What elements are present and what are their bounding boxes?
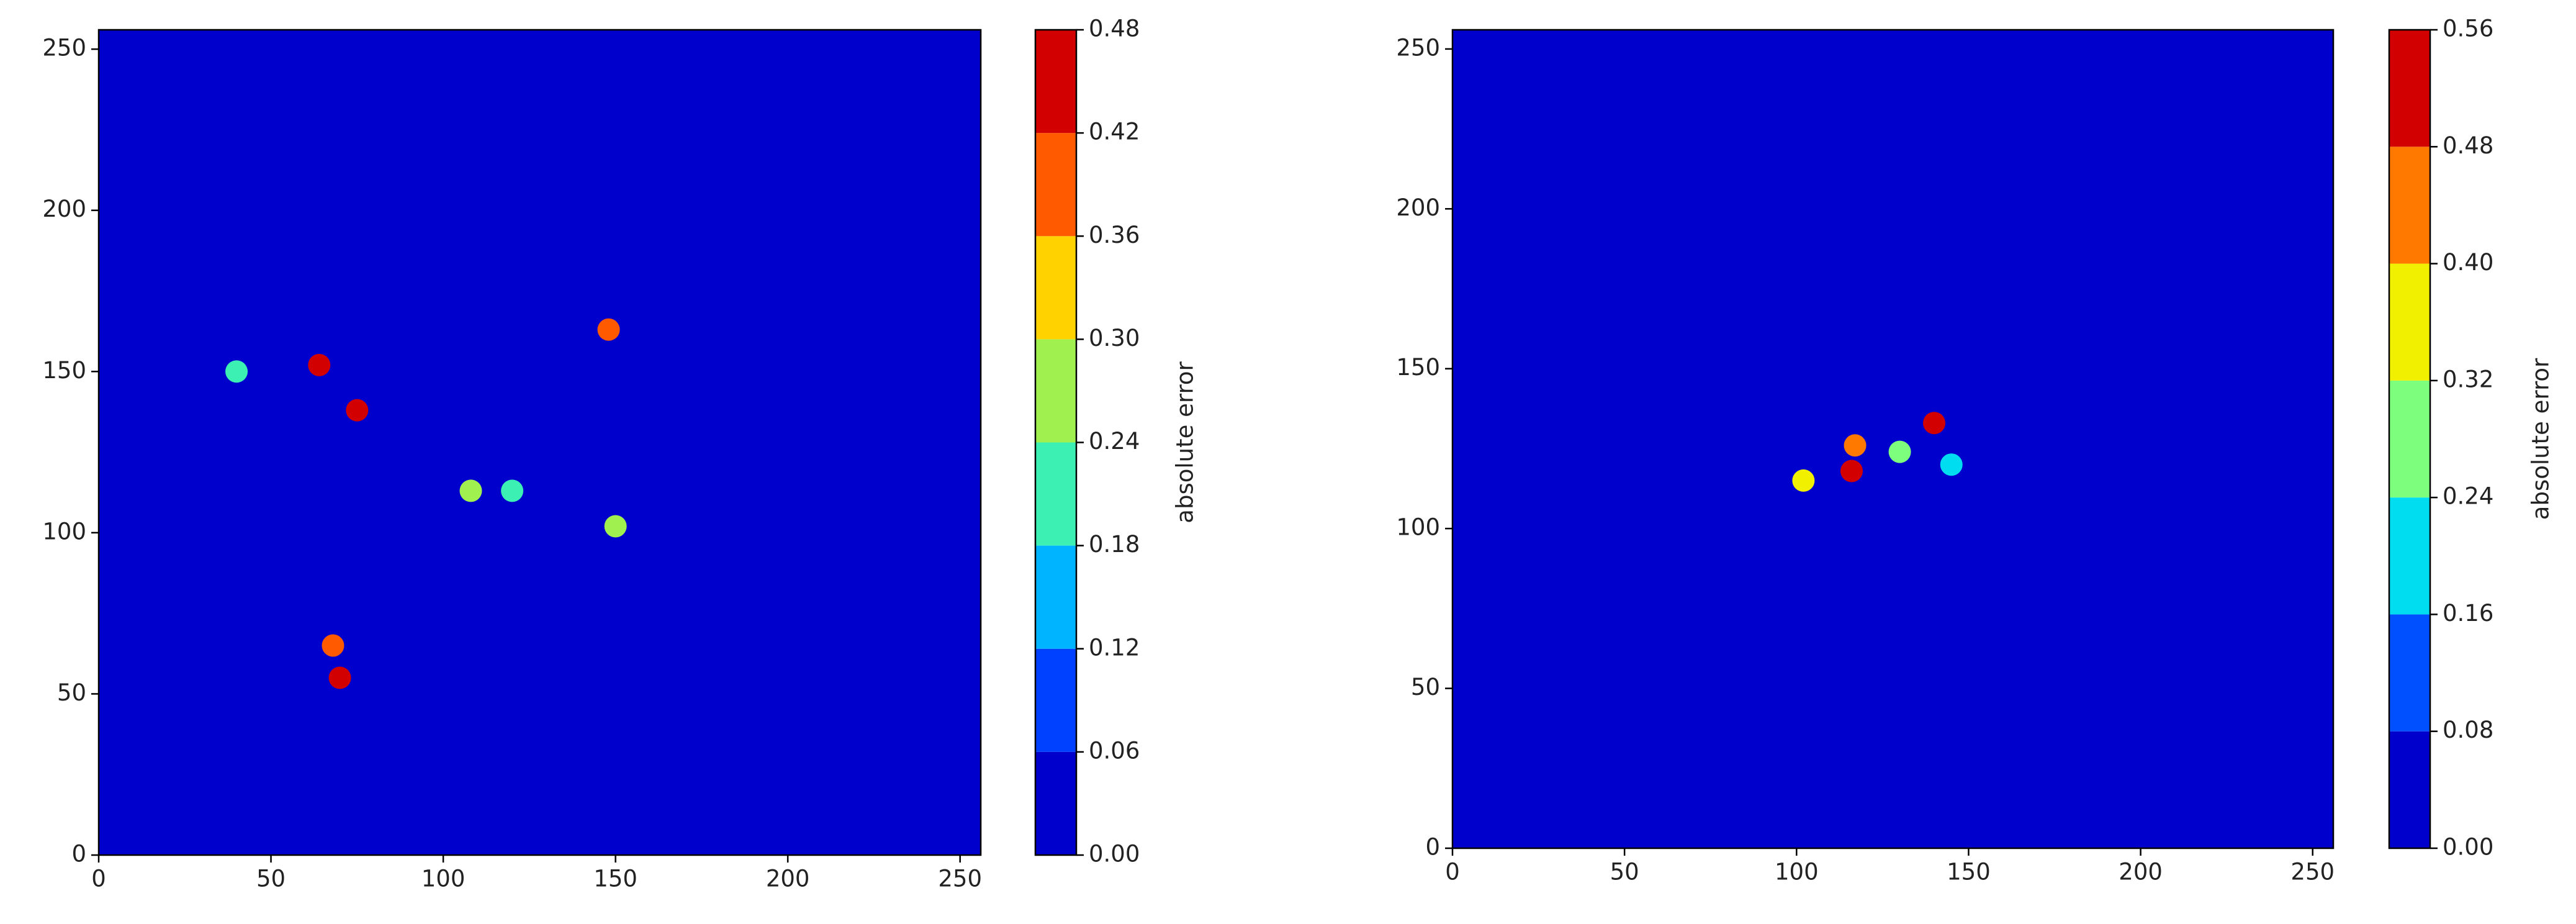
hotspot	[225, 360, 248, 383]
colorbar-segment	[1035, 339, 1076, 443]
colorbar-tick-label: 0.32	[2443, 366, 2493, 392]
x-tick-label: 50	[1610, 859, 1639, 886]
colorbar-tick-label: 0.36	[1089, 222, 1140, 248]
hotspot	[346, 399, 369, 422]
heatmap-background	[99, 30, 981, 855]
hotspot	[597, 318, 620, 341]
hotspot	[308, 353, 331, 376]
hotspot	[1923, 412, 1946, 435]
colorbar-segment	[2389, 497, 2430, 615]
hotspot	[1792, 469, 1815, 492]
colorbar-segment	[1035, 236, 1076, 340]
colorbar-segment	[1035, 751, 1076, 855]
x-tick-label: 50	[256, 866, 286, 892]
y-tick-label: 250	[42, 35, 86, 61]
x-tick-label: 200	[2119, 859, 2163, 886]
colorbar-segment	[1035, 545, 1076, 649]
y-tick-label: 200	[1396, 194, 1440, 221]
y-tick-label: 50	[1411, 674, 1440, 700]
hotspot	[1940, 453, 1963, 476]
colorbar-frame	[2388, 29, 2431, 849]
x-tick-label: 0	[91, 866, 106, 892]
colorbar-tick-label: 0.40	[2443, 249, 2493, 276]
x-tick-label: 0	[1445, 859, 1460, 886]
colorbar-label: absolute error	[1172, 361, 1199, 523]
colorbar-segment	[2389, 614, 2430, 732]
colorbar-tick-label: 0.30	[1089, 325, 1140, 351]
colorbar-tick-label: 0.18	[1089, 531, 1140, 558]
hotspot	[1840, 460, 1863, 482]
colorbar-label: absolute error	[2528, 358, 2554, 520]
colorbar-segment	[2389, 380, 2430, 498]
hotspot	[328, 666, 351, 689]
colorbar-segment	[2389, 30, 2430, 147]
colorbar-segment	[1035, 133, 1076, 237]
y-tick-label: 200	[42, 196, 86, 222]
colorbar-segment	[1035, 648, 1076, 752]
colorbar-tick-label: 0.12	[1089, 634, 1140, 661]
hotspot	[1844, 434, 1867, 457]
colorbar-tick-label: 0.42	[1089, 119, 1140, 145]
colorbar-tick-label: 0.06	[1089, 737, 1140, 764]
y-tick-label: 50	[57, 679, 86, 706]
hotspot	[459, 479, 482, 502]
heatmap-background	[1452, 30, 2333, 848]
x-tick-label: 150	[593, 866, 637, 892]
colorbar-segment	[2389, 147, 2430, 264]
colorbar-tick-label: 0.00	[1089, 841, 1140, 867]
axes-frame	[97, 29, 982, 856]
colorbar-segment	[1035, 30, 1076, 134]
y-tick-label: 0	[1425, 834, 1440, 861]
x-tick-label: 100	[1775, 859, 1819, 886]
colorbar-segment	[2389, 263, 2430, 381]
axes-frame	[1451, 29, 2335, 849]
y-tick-label: 100	[42, 518, 86, 545]
colorbar-tick-label: 0.16	[2443, 600, 2493, 627]
colorbar-tick-label: 0.24	[2443, 483, 2493, 510]
colorbar-tick-label: 0.56	[2443, 16, 2493, 42]
colorbar-tick-label: 0.24	[1089, 428, 1140, 455]
hotspot	[501, 479, 524, 502]
y-tick-label: 150	[42, 357, 86, 384]
y-tick-label: 150	[1396, 354, 1440, 381]
hotspot	[1888, 440, 1911, 463]
y-tick-label: 250	[1396, 34, 1440, 61]
x-tick-label: 150	[1947, 859, 1991, 886]
colorbar-tick-label: 0.00	[2443, 834, 2493, 861]
colorbar-segment	[1035, 442, 1076, 546]
x-tick-label: 250	[2290, 859, 2335, 886]
x-tick-label: 250	[938, 866, 982, 892]
colorbar-segment	[2389, 731, 2430, 848]
x-tick-label: 200	[766, 866, 810, 892]
colorbar-tick-label: 0.08	[2443, 717, 2493, 743]
y-tick-label: 100	[1396, 514, 1440, 541]
colorbar-tick-label: 0.48	[2443, 132, 2493, 159]
hotspot	[604, 515, 627, 538]
colorbar-tick-label: 0.48	[1089, 16, 1140, 42]
hotspot	[322, 634, 345, 657]
y-tick-label: 0	[71, 841, 86, 867]
x-tick-label: 100	[421, 866, 466, 892]
